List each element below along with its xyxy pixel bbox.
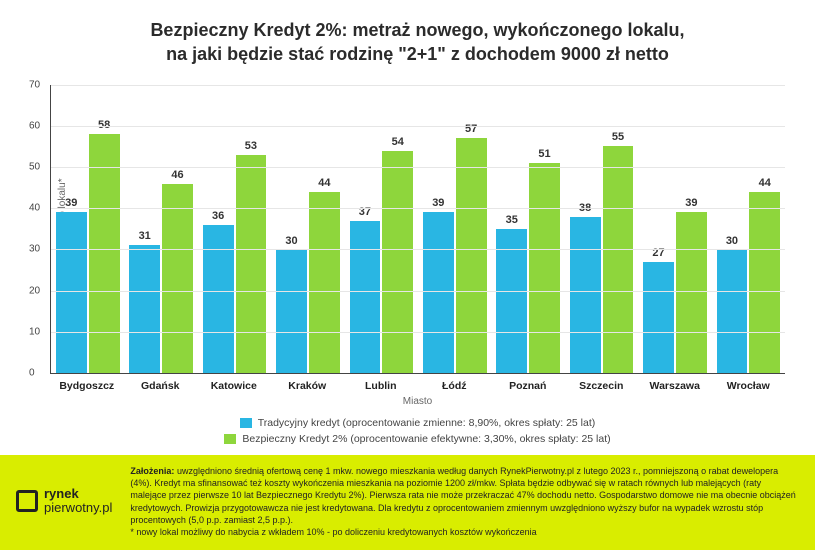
gridline — [51, 249, 785, 250]
city-group: 3044 — [271, 85, 344, 374]
city-group: 3958 — [51, 85, 124, 374]
ytick-label: 30 — [29, 244, 40, 255]
bar-value-label: 53 — [245, 140, 257, 152]
legend-swatch — [240, 418, 252, 428]
bar-value-label: 54 — [392, 136, 404, 148]
bar-value-label: 55 — [612, 131, 624, 143]
bar: 54 — [382, 151, 413, 374]
title-line-2: na jaki będzie stać rodzinę "2+1" z doch… — [50, 42, 785, 66]
footer: rynek pierwotny.pl Założenia: uwzględnio… — [0, 455, 815, 550]
bar-value-label: 51 — [538, 148, 550, 160]
bar-value-label: 36 — [212, 210, 224, 222]
legend-label: Tradycyjny kredyt (oprocentowanie zmienn… — [258, 417, 596, 429]
bar-value-label: 46 — [171, 169, 183, 181]
city-group: 3653 — [198, 85, 271, 374]
city-group: 3551 — [491, 85, 564, 374]
xtick-label: Wrocław — [712, 380, 786, 392]
gridline — [51, 332, 785, 333]
legend-swatch — [224, 434, 236, 444]
legend-label: Bezpieczny Kredyt 2% (oprocentowanie efe… — [242, 433, 610, 445]
logo: rynek pierwotny.pl — [16, 487, 112, 514]
xtick-label: Szczecin — [565, 380, 639, 392]
xtick-label: Katowice — [197, 380, 271, 392]
xtick-label: Łódź — [418, 380, 492, 392]
ytick-label: 50 — [29, 162, 40, 173]
ytick-label: 10 — [29, 326, 40, 337]
bar: 39 — [423, 212, 454, 373]
bar: 39 — [56, 212, 87, 373]
gridline — [51, 85, 785, 86]
legend-row: Bezpieczny Kredyt 2% (oprocentowanie efe… — [224, 433, 610, 445]
bar: 57 — [456, 138, 487, 373]
xtick-label: Bydgoszcz — [50, 380, 124, 392]
bar: 36 — [203, 225, 234, 373]
plot: 3958314636533044375439573551385527393044… — [50, 85, 785, 375]
x-axis-label: Miasto — [50, 396, 785, 407]
xtick-label: Lublin — [344, 380, 418, 392]
xtick-label: Gdańsk — [124, 380, 198, 392]
xtick-label: Warszawa — [638, 380, 712, 392]
ytick-label: 40 — [29, 203, 40, 214]
bar: 35 — [496, 229, 527, 373]
bar: 30 — [717, 250, 748, 374]
ytick-label: 70 — [29, 79, 40, 90]
chart-title: Bezpieczny Kredyt 2%: metraż nowego, wyk… — [50, 18, 785, 67]
logo-square-icon — [16, 490, 38, 512]
bar: 58 — [89, 134, 120, 373]
gridline — [51, 126, 785, 127]
city-group: 2739 — [638, 85, 711, 374]
bar: 39 — [676, 212, 707, 373]
bar: 44 — [309, 192, 340, 373]
city-group: 3146 — [124, 85, 197, 374]
bar: 46 — [162, 184, 193, 374]
bar: 27 — [643, 262, 674, 373]
gridline — [51, 167, 785, 168]
title-line-1: Bezpieczny Kredyt 2%: metraż nowego, wyk… — [50, 18, 785, 42]
xtick-label: Kraków — [271, 380, 345, 392]
city-group: 3044 — [712, 85, 785, 374]
bar: 51 — [529, 163, 560, 373]
legend: Tradycyjny kredyt (oprocentowanie zmienn… — [50, 417, 785, 445]
container: Bezpieczny Kredyt 2%: metraż nowego, wyk… — [0, 0, 815, 550]
bar: 30 — [276, 250, 307, 374]
bar-value-label: 30 — [285, 235, 297, 247]
bar-value-label: 30 — [726, 235, 738, 247]
bar: 31 — [129, 245, 160, 373]
gridline — [51, 291, 785, 292]
bar-value-label: 44 — [759, 177, 771, 189]
bar: 53 — [236, 155, 267, 373]
plot-wrap: Metraż nowego lokalu* 395831463653304437… — [50, 85, 785, 375]
bar: 37 — [350, 221, 381, 374]
city-group: 3957 — [418, 85, 491, 374]
logo-rest: pierwotny.pl — [44, 500, 112, 515]
gridline — [51, 208, 785, 209]
city-group: 3754 — [345, 85, 418, 374]
ytick-label: 60 — [29, 120, 40, 131]
legend-row: Tradycyjny kredyt (oprocentowanie zmienn… — [240, 417, 596, 429]
chart-area: Bezpieczny Kredyt 2%: metraż nowego, wyk… — [0, 0, 815, 455]
bar: 44 — [749, 192, 780, 373]
footnote: * nowy lokal możliwy do nabycia z wkłade… — [130, 527, 536, 537]
bar-value-label: 35 — [506, 214, 518, 226]
bar-value-label: 31 — [139, 230, 151, 242]
logo-text: rynek pierwotny.pl — [44, 487, 112, 514]
ytick-label: 0 — [29, 368, 35, 379]
assumptions-label: Założenia: — [130, 466, 174, 476]
assumptions-body: uwzględniono średnią ofertową cenę 1 mkw… — [130, 466, 795, 525]
ytick-label: 20 — [29, 285, 40, 296]
assumptions-block: Założenia: uwzględniono średnią ofertową… — [130, 465, 799, 538]
bar: 38 — [570, 217, 601, 374]
xtick-label: Poznań — [491, 380, 565, 392]
city-group: 3855 — [565, 85, 638, 374]
bar: 55 — [603, 146, 634, 373]
x-ticks: BydgoszczGdańskKatowiceKrakówLublinŁódźP… — [50, 380, 785, 392]
bars-layer: 3958314636533044375439573551385527393044 — [51, 85, 785, 374]
bar-value-label: 44 — [318, 177, 330, 189]
